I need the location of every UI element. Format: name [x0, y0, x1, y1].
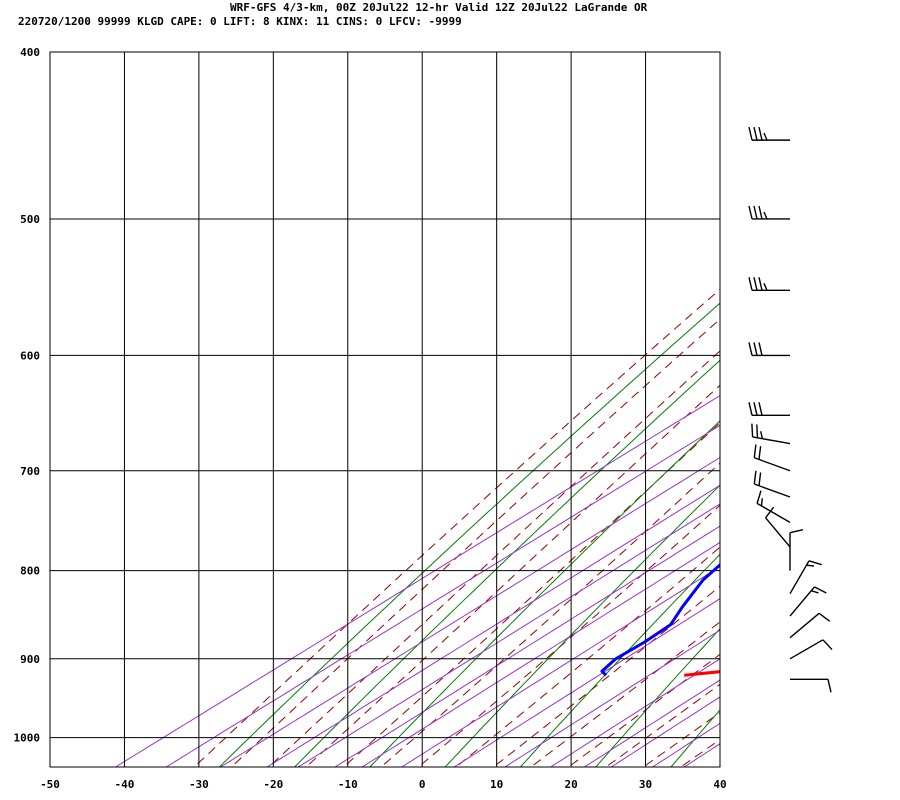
- dewpoint-trace: [600, 562, 720, 677]
- dry-adiabat-8: [822, 52, 900, 767]
- mixing-ratio-line-5: [334, 525, 720, 767]
- mixing-ratio-line-6: [361, 541, 720, 767]
- x-tick-label: -20: [263, 778, 283, 791]
- x-tick-label: 40: [713, 778, 726, 791]
- dry-adiabat-7: [746, 52, 900, 767]
- wind-barb: [789, 639, 833, 660]
- mixing-ratio-line-4: [297, 503, 720, 767]
- mixing-ratio-line-1: [165, 424, 720, 767]
- dry-adiabat-3: [444, 484, 720, 767]
- mixing-ratio-line-3: [266, 484, 720, 767]
- mixing-ratio-line-14: [683, 743, 720, 767]
- wind-barb: [789, 586, 827, 617]
- moist-adiabat-5: [380, 462, 720, 767]
- wind-barb: [765, 506, 791, 548]
- y-tick-label: 500: [20, 213, 40, 226]
- dry-adiabat-4: [520, 553, 720, 767]
- moist-adiabat-4: [342, 421, 720, 767]
- wind-barb: [748, 205, 790, 220]
- wind-barb: [753, 470, 791, 498]
- dry-adiabat-5: [595, 628, 720, 767]
- y-tick-label: 800: [20, 565, 40, 578]
- temperature-trace: [684, 670, 720, 677]
- wind-barb: [756, 490, 791, 523]
- moist-adiabat-11: [605, 683, 720, 767]
- wind-barb: [789, 528, 804, 571]
- wind-barb: [789, 612, 831, 639]
- x-tick-label: 30: [639, 778, 652, 791]
- wind-barb: [748, 277, 790, 291]
- y-tick-label: 600: [20, 349, 40, 362]
- moist-adiabat-7: [455, 546, 720, 767]
- moist-adiabat-3: [305, 384, 720, 767]
- y-tick-label: 1000: [14, 732, 41, 745]
- mixing-ratio-line-9: [504, 629, 720, 767]
- y-tick-label: 700: [20, 465, 40, 478]
- wind-barb: [748, 342, 790, 357]
- wind-barb: [753, 444, 791, 472]
- dry-adiabat-6: [670, 709, 720, 767]
- moist-adiabat-12: [642, 711, 720, 767]
- wind-barb: [789, 560, 822, 595]
- dry-adiabat-1: [294, 359, 720, 767]
- x-tick-label: -30: [189, 778, 209, 791]
- wind-barb: [748, 126, 790, 141]
- x-tick-label: -50: [40, 778, 60, 791]
- moist-adiabat-10: [567, 653, 720, 767]
- dry-adiabat-2: [369, 420, 720, 767]
- moist-adiabat-0: [193, 288, 720, 767]
- mixing-ratio-line-10: [550, 658, 720, 767]
- x-tick-label: 0: [419, 778, 426, 791]
- moist-adiabat-2: [268, 350, 720, 767]
- wind-barb: [790, 678, 832, 693]
- dry-adiabat-0: [218, 302, 720, 767]
- mixing-ratio-line-0: [115, 395, 720, 767]
- mixing-ratio-line-2: [220, 456, 720, 767]
- moist-adiabat-6: [417, 504, 720, 767]
- mixing-ratio-line-11: [584, 679, 720, 767]
- y-tick-label: 400: [20, 46, 40, 59]
- chart-header-line2: 220720/1200 99999 KLGD CAPE: 0 LIFT: 8 K…: [18, 15, 462, 28]
- mixing-ratio-line-15: [721, 52, 900, 767]
- x-tick-label: 20: [564, 778, 577, 791]
- wind-barb: [748, 402, 790, 417]
- wind-barb: [751, 423, 791, 445]
- x-tick-label: -40: [115, 778, 135, 791]
- chart-header-line1: WRF-GFS 4/3-km, 00Z 20Jul22 12-hr Valid …: [230, 1, 648, 14]
- mixing-ratio-line-13: [652, 722, 720, 767]
- mixing-ratio-line-7: [401, 565, 720, 767]
- plot-frame: [49, 51, 721, 768]
- x-tick-label: -10: [338, 778, 358, 791]
- mixing-ratio-line-8: [453, 598, 720, 767]
- moist-adiabat-1: [230, 318, 720, 767]
- x-tick-label: 10: [490, 778, 503, 791]
- moist-adiabat-14: [717, 765, 720, 767]
- moist-adiabat-9: [530, 621, 720, 767]
- y-tick-label: 900: [20, 653, 40, 666]
